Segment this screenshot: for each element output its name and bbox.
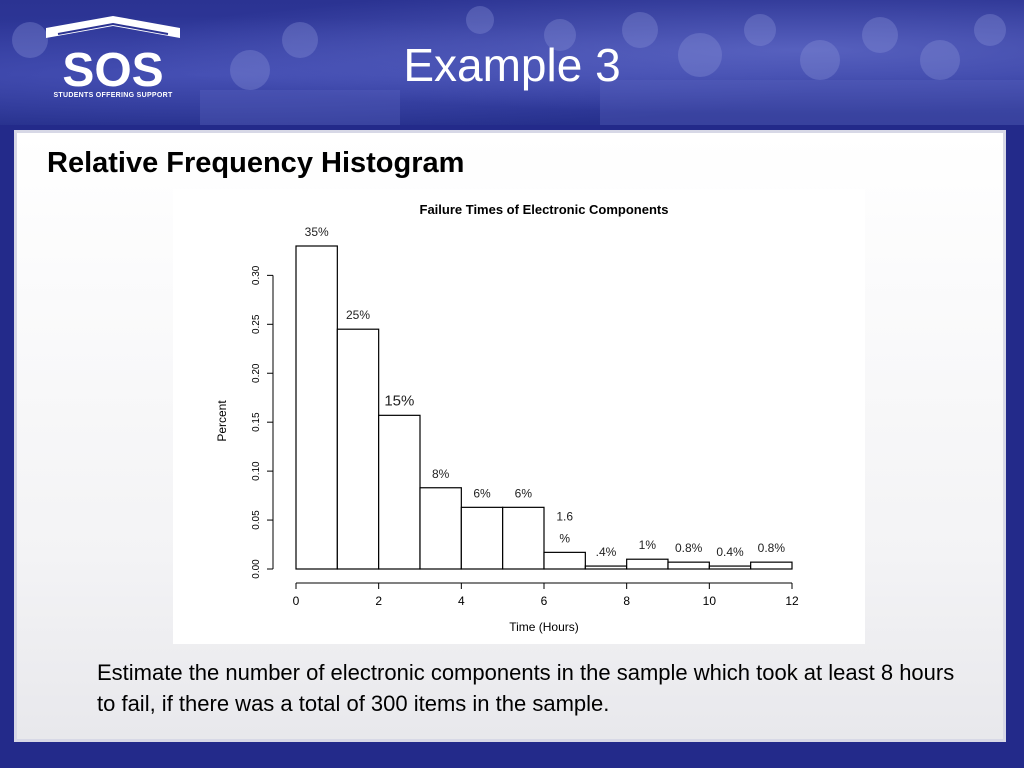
histogram-chart: Failure Times of Electronic Components P… [173, 189, 865, 644]
bar-data-label: 0.8% [758, 541, 786, 555]
y-tick-label: 0.25 [251, 314, 262, 334]
bar-data-label: 15% [384, 392, 414, 409]
histogram-bar [378, 414, 421, 570]
histogram-bar [667, 561, 710, 570]
content-panel: Relative Frequency Histogram Failure Tim… [14, 130, 1006, 742]
crowd-photo-background [12, 6, 1024, 125]
bar-data-label: 6% [473, 486, 491, 500]
histogram-bar [419, 487, 462, 570]
x-tick-label: 8 [623, 594, 630, 608]
svg-text:SOS: SOS [62, 44, 163, 94]
y-tick-label: 0.05 [251, 510, 262, 530]
x-tick-label: 6 [541, 594, 548, 608]
y-tick-label: 0.30 [251, 265, 262, 285]
y-tick-label: 0.15 [251, 412, 262, 432]
bar-data-label: 1.6 [556, 509, 573, 523]
slide-title: Example 3 [403, 39, 621, 91]
x-axis-label: Time (Hours) [509, 620, 579, 634]
x-tick-label: 10 [703, 594, 717, 608]
x-tick-label: 0 [293, 594, 300, 608]
y-tick-label: 0.10 [251, 461, 262, 481]
x-tick-label: 4 [458, 594, 465, 608]
question-text: Estimate the number of electronic compon… [97, 660, 955, 716]
histogram-bar [584, 565, 628, 570]
logo-tagline: STUDENTS OFFERING SUPPORT [53, 92, 173, 99]
histogram-svg: Failure Times of Electronic Components P… [215, 202, 799, 634]
bar-data-label: 35% [305, 225, 329, 239]
section-heading: Relative Frequency Histogram [47, 147, 465, 179]
histogram-bar [626, 558, 669, 570]
bar-data-label: 0.4% [716, 545, 744, 559]
sos-logo-graphic: SOS [46, 16, 180, 97]
y-axis-label: Percent [215, 400, 229, 442]
bar-data-label: 1% [639, 538, 657, 552]
histogram-bar [336, 328, 380, 570]
bar-data-label: .4% [596, 545, 617, 559]
histogram-bar [543, 551, 586, 570]
histogram-bar [708, 565, 752, 570]
bar-data-label: 6% [515, 486, 533, 500]
chart-title: Failure Times of Electronic Components [420, 202, 669, 217]
bar-data-label: 25% [346, 308, 370, 322]
histogram-bar [460, 506, 504, 570]
x-tick-label: 2 [375, 594, 382, 608]
y-tick-label: 0.20 [251, 363, 262, 383]
bar-data-label: 0.8% [675, 541, 703, 555]
bar-data-label: 8% [432, 467, 450, 481]
header-banner: SOS STUDENTS OFFERING SUPPORT Example 3 [0, 0, 1024, 125]
y-tick-label: 0.00 [251, 559, 262, 579]
x-tick-label: 12 [785, 594, 799, 608]
sos-logo: SOS STUDENTS OFFERING SUPPORT [38, 14, 188, 104]
histogram-bar [502, 506, 545, 570]
histogram-bar [750, 561, 793, 570]
footer-bar [0, 742, 1024, 768]
histogram-bar [295, 245, 338, 570]
bar-data-label: % [559, 531, 570, 545]
